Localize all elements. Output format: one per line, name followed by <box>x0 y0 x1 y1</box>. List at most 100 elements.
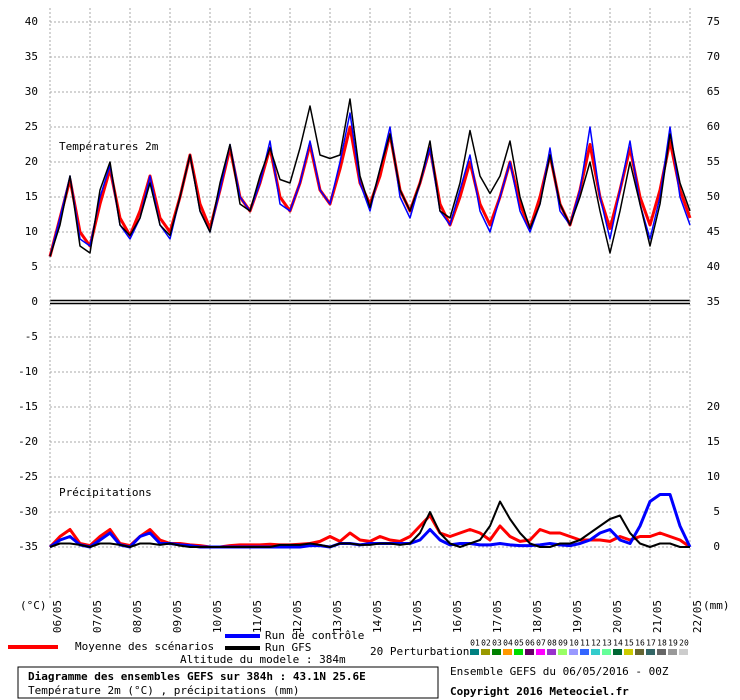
y-tick-label: 35 <box>25 50 38 63</box>
temp-line <box>49 98 691 257</box>
perturbation-swatch <box>547 649 556 655</box>
panel-label: Températures 2m <box>59 140 159 153</box>
perturbation-label: 02 <box>481 639 491 648</box>
x-tick-label: 07/05 <box>91 600 104 633</box>
y-axis-label: (°C) <box>20 599 47 612</box>
perturbation-swatch <box>580 649 589 655</box>
perturbation-swatch <box>613 649 622 655</box>
x-tick-label: 08/05 <box>131 600 144 633</box>
y2-tick-label: 35 <box>707 295 720 308</box>
perturbation-label: 08 <box>547 639 557 648</box>
perturbation-label: 11 <box>580 639 590 648</box>
perturbation-swatch <box>602 649 611 655</box>
perturbation-swatch <box>525 649 534 655</box>
perturbation-swatch <box>470 649 479 655</box>
perturbation-swatch <box>657 649 666 655</box>
y2-tick-label: 15 <box>707 435 720 448</box>
legend-label: Run GFS <box>265 641 311 654</box>
info-box <box>17 666 439 699</box>
perturbation-label: 16 <box>635 639 645 648</box>
x-tick-label: 17/05 <box>491 600 504 633</box>
x-tick-label: 15/05 <box>411 600 424 633</box>
perturbation-label: 04 <box>503 639 513 648</box>
y2-tick-label: 40 <box>707 260 720 273</box>
perturbation-swatch <box>624 649 633 655</box>
y2-axis-label: (mm) <box>703 599 730 612</box>
y-tick-label: -25 <box>18 470 38 483</box>
y-tick-label: -20 <box>18 435 38 448</box>
x-tick-label: 16/05 <box>451 600 464 633</box>
x-tick-label: 20/05 <box>611 600 624 633</box>
perturbation-label: 01 <box>470 639 480 648</box>
y2-tick-label: 45 <box>707 225 720 238</box>
y-tick-label: 20 <box>25 155 38 168</box>
precip-line <box>49 500 690 548</box>
perturbation-label: 10 <box>569 639 579 648</box>
y2-tick-label: 65 <box>707 85 720 98</box>
x-tick-label: 21/05 <box>651 600 664 633</box>
perturbation-label: 15 <box>624 639 634 648</box>
perturbation-swatch <box>591 649 600 655</box>
y-tick-label: 10 <box>25 225 38 238</box>
perturbation-label: 20 <box>679 639 689 648</box>
perturbation-swatch <box>492 649 501 655</box>
y-tick-label: 25 <box>25 120 38 133</box>
x-tick-label: 11/05 <box>251 600 264 633</box>
y2-tick-label: 10 <box>707 470 720 483</box>
precip-line <box>48 514 691 549</box>
perturbation-label: 03 <box>492 639 502 648</box>
y-tick-label: 15 <box>25 190 38 203</box>
panel-label: Précipitations <box>59 486 152 499</box>
x-tick-label: 18/05 <box>531 600 544 633</box>
perturbation-swatch <box>679 649 688 655</box>
y-tick-label: -15 <box>18 400 38 413</box>
y-tick-label: -5 <box>25 330 38 343</box>
y-tick-label: 5 <box>31 260 38 273</box>
y2-tick-label: 70 <box>707 50 720 63</box>
temp-line <box>48 125 692 257</box>
precip-line <box>49 493 692 549</box>
perturbation-swatch <box>558 649 567 655</box>
perturbation-label: 09 <box>558 639 568 648</box>
perturbation-swatch <box>503 649 512 655</box>
perturbation-label: 07 <box>536 639 546 648</box>
copyright: Copyright 2016 Meteociel.fr <box>450 685 629 698</box>
perturbation-swatch <box>481 649 490 655</box>
y2-tick-label: 75 <box>707 15 720 28</box>
legend-label: Run de contrôle <box>265 629 364 642</box>
perturbation-label: 17 <box>646 639 656 648</box>
perturbation-label: 12 <box>591 639 601 648</box>
perturbation-swatch <box>514 649 523 655</box>
x-tick-label: 09/05 <box>171 600 184 633</box>
perturbation-swatch <box>668 649 677 655</box>
legend-label: Moyenne des scénarios <box>75 640 214 653</box>
y2-tick-label: 20 <box>707 400 720 413</box>
x-tick-label: 13/05 <box>331 600 344 633</box>
subtitle: Température 2m (°C) , précipitations (mm… <box>28 684 300 697</box>
y2-tick-label: 5 <box>713 505 720 518</box>
x-tick-label: 14/05 <box>371 600 384 633</box>
x-tick-label: 06/05 <box>51 600 64 633</box>
x-tick-label: 22/05 <box>691 600 704 633</box>
y2-tick-label: 55 <box>707 155 720 168</box>
y-tick-label: -35 <box>18 540 38 553</box>
altitude: Altitude du modele : 384m <box>180 653 346 666</box>
perturbation-swatch <box>536 649 545 655</box>
perturbation-label: 13 <box>602 639 612 648</box>
y-tick-label: -10 <box>18 365 38 378</box>
perturbation-label: 06 <box>525 639 535 648</box>
y2-tick-label: 60 <box>707 120 720 133</box>
x-tick-label: 19/05 <box>571 600 584 633</box>
y-tick-label: 30 <box>25 85 38 98</box>
perturbation-swatch <box>635 649 644 655</box>
perturbation-swatch <box>569 649 578 655</box>
perturbation-label: 19 <box>668 639 678 648</box>
y-tick-label: 40 <box>25 15 38 28</box>
perturbation-swatch <box>646 649 655 655</box>
y-tick-label: 0 <box>31 295 38 308</box>
perturbation-label: 05 <box>514 639 524 648</box>
x-tick-label: 10/05 <box>211 600 224 633</box>
y2-tick-label: 50 <box>707 190 720 203</box>
run-info: Ensemble GEFS du 06/05/2016 - 00Z <box>450 665 669 678</box>
